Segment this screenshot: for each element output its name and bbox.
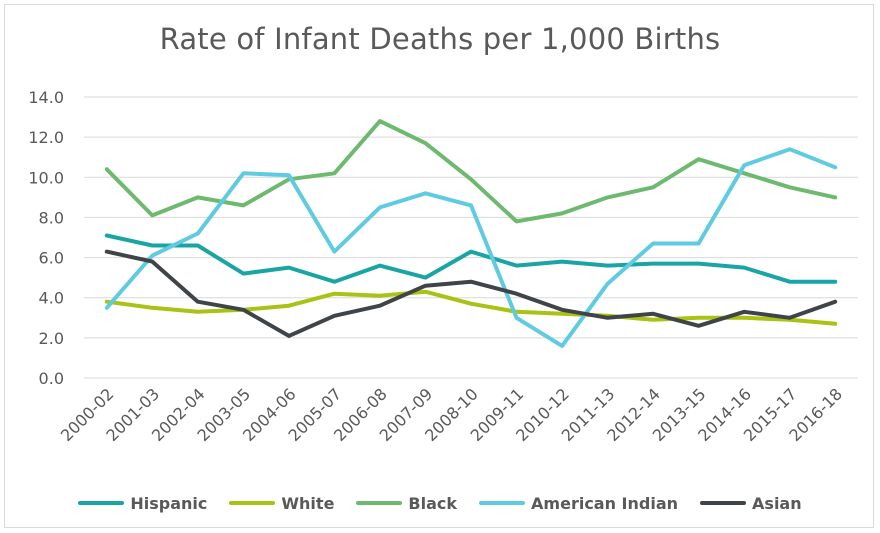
y-tick-label: 2.0 [39,329,64,348]
y-tick-label: 8.0 [39,208,64,227]
legend-item-asian: Asian [700,494,802,513]
legend-item-american-indian: American Indian [479,494,678,513]
chart-legend: Hispanic White Black American Indian Asian [0,491,880,515]
series-line-black [104,119,838,224]
y-tick-label: 6.0 [39,249,64,268]
y-tick-label: 14.0 [28,88,64,107]
series-line-asian [104,249,838,338]
legend-swatch [700,501,747,505]
series-line-hispanic [104,233,838,284]
series-line-american-indian [104,147,838,348]
legend-swatch [78,501,125,505]
legend-label: White [281,493,335,513]
legend-swatch [229,501,276,505]
legend-swatch [356,501,403,505]
legend-label: Asian [752,493,802,513]
legend-item-hispanic: Hispanic [78,494,207,513]
legend-label: Black [408,493,458,513]
legend-item-black: Black [356,494,457,513]
y-tick-label: 4.0 [39,289,64,308]
y-tick-label: 12.0 [28,128,64,147]
legend-swatch [479,501,526,505]
chart-title: Rate of Infant Deaths per 1,000 Births [159,22,721,56]
legend-item-white: White [229,494,334,513]
y-tick-label: 10.0 [28,168,64,187]
series-line-white [104,289,838,326]
y-tick-label: 0.0 [39,369,64,388]
legend-label: American Indian [531,493,679,513]
legend-label: Hispanic [130,493,208,513]
